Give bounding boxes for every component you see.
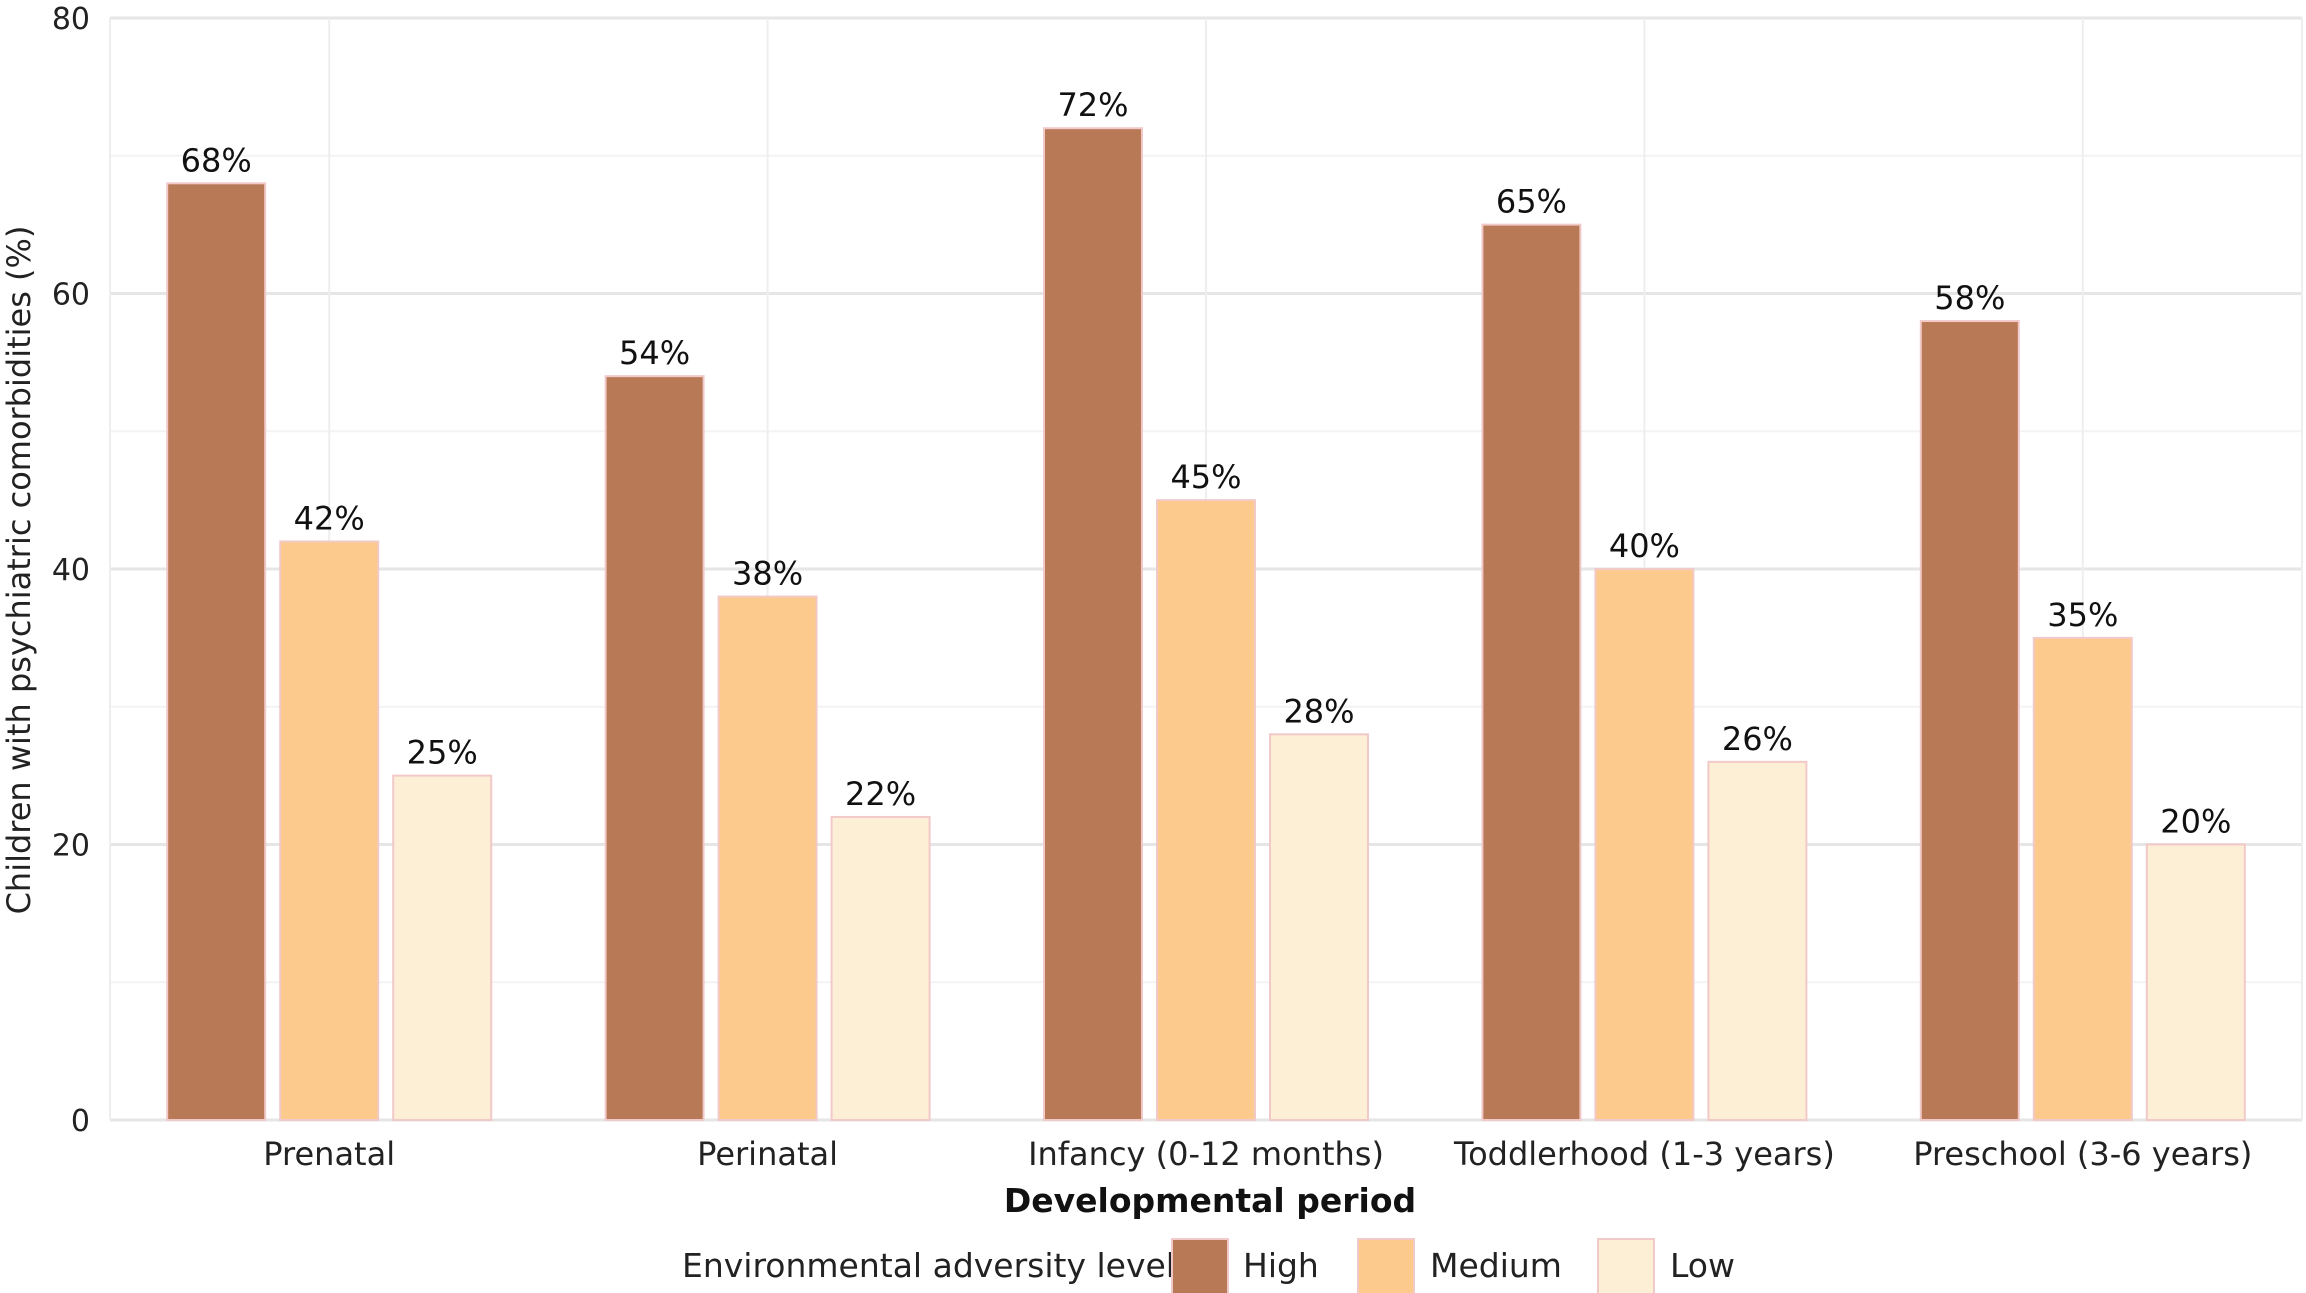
bar-high-2 (604, 375, 705, 1121)
data-label: 68% (181, 141, 252, 179)
y-tick-label: 60 (52, 278, 90, 313)
data-label: 22% (845, 775, 916, 813)
bar-medium-3 (1156, 499, 1256, 1121)
bar-high-5 (1919, 320, 2020, 1121)
legend-label-low: Low (1670, 1246, 1735, 1285)
x-tick-label: Toddlerhood (1-3 years) (1453, 1135, 1835, 1173)
y-axis-ticks: 0 20 40 60 80 (52, 2, 90, 1139)
bar-medium-5 (2032, 636, 2133, 1121)
data-label: 40% (1609, 527, 1680, 565)
bar-medium-1 (279, 540, 380, 1121)
data-label: 35% (2047, 596, 2118, 634)
x-tick-label: Prenatal (263, 1135, 395, 1173)
y-tick-label: 40 (52, 553, 90, 588)
bar-high-3 (1043, 127, 1143, 1121)
data-label: 65% (1496, 183, 1567, 221)
y-tick-label: 0 (71, 1104, 90, 1139)
bar-medium-2 (717, 595, 818, 1121)
data-label: 25% (407, 734, 478, 772)
bars (166, 127, 2246, 1122)
data-label: 26% (1722, 720, 1793, 758)
data-label: 45% (1170, 458, 1241, 496)
bar-low-5 (2145, 843, 2246, 1121)
data-label: 54% (619, 334, 690, 372)
data-label: 28% (1283, 692, 1354, 730)
bar-high-1 (166, 182, 267, 1122)
bar-low-1 (392, 774, 493, 1121)
x-tick-label: Perinatal (697, 1135, 838, 1173)
legend-swatch-medium (1357, 1238, 1415, 1293)
legend-label-high: High (1243, 1246, 1319, 1285)
legend: Environmental adversity level High Medium… (682, 1238, 1735, 1293)
data-label: 20% (2160, 803, 2231, 841)
x-axis-title: Developmental period (1004, 1181, 1416, 1220)
y-axis-title: Children with psychiatric comorbidities … (0, 226, 38, 915)
data-label: 38% (732, 555, 803, 593)
bar-low-2 (830, 815, 931, 1121)
bar-low-3 (1269, 733, 1369, 1121)
data-label: 58% (1934, 279, 2005, 317)
x-tick-label: Preschool (3-6 years) (1913, 1135, 2252, 1173)
bar-high-4 (1481, 223, 1582, 1121)
x-tick-label: Infancy (0-12 months) (1028, 1135, 1384, 1173)
legend-swatch-low (1597, 1238, 1655, 1293)
data-labels: 68% 42% 25% 54% 38% 22% 72% 45% 28% 65% 40% 26% 58% 3… (181, 86, 2232, 840)
bar-medium-4 (1594, 568, 1695, 1121)
legend-swatch-high (1171, 1238, 1229, 1293)
y-tick-label: 20 (52, 829, 90, 864)
data-label: 72% (1057, 86, 1128, 124)
legend-label-medium: Medium (1430, 1246, 1562, 1285)
legend-title: Environmental adversity level (682, 1246, 1175, 1285)
y-tick-label: 80 (52, 2, 90, 37)
bar-low-4 (1707, 760, 1808, 1121)
data-label: 42% (294, 499, 365, 537)
x-axis-ticks: Prenatal Perinatal Infancy (0-12 months) To… (263, 1135, 2252, 1173)
